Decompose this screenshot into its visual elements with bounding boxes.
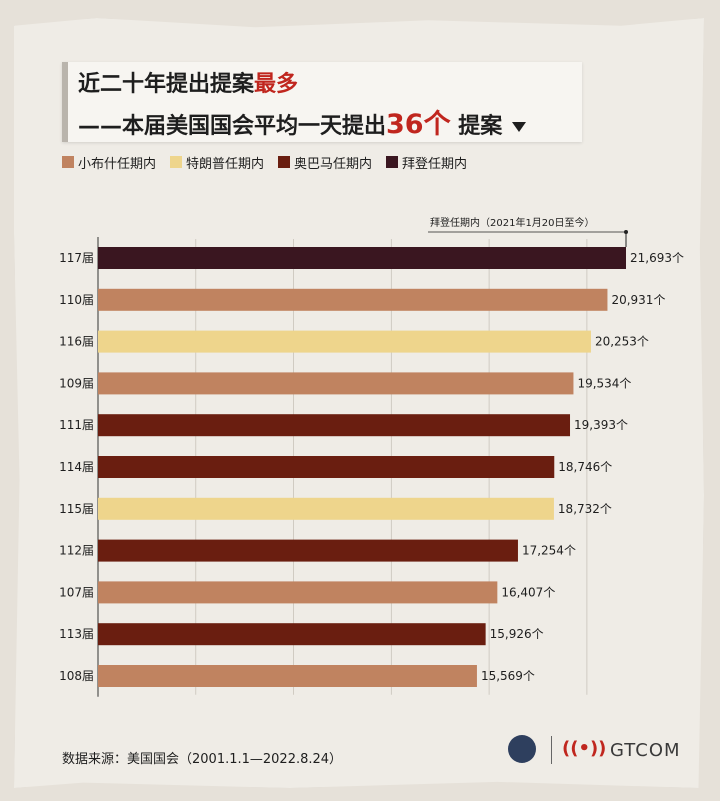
legend-label: 小布什任期内 [78, 156, 157, 172]
gtcom-logo-text: GTCOM [610, 740, 681, 761]
category-label: 117届 [59, 251, 94, 265]
paper-background [14, 18, 704, 788]
category-label: 108届 [59, 669, 94, 683]
title-line-2: ——本届美国国会平均一天提出36个 提案 [78, 102, 527, 141]
category-label: 114届 [59, 460, 94, 474]
biden-term-annotation: 拜登任期内（2021年1月20日至今） [430, 218, 595, 229]
bar [98, 247, 626, 269]
category-label: 112届 [59, 544, 94, 558]
title-line-2-prefix: ——本届美国国会平均一天提出 [78, 114, 387, 139]
value-label: 20,253个 [595, 335, 649, 349]
category-label: 116届 [59, 335, 94, 349]
legend-swatch [170, 156, 183, 168]
category-label: 113届 [59, 627, 94, 641]
value-label: 15,926个 [490, 627, 544, 641]
legend: 小布什任期内 特朗普任期内 奥巴马任期内 拜登任期内 [62, 152, 467, 172]
title-accent-bar [62, 62, 68, 142]
legend-label: 特朗普任期内 [186, 156, 265, 172]
logo-separator [551, 736, 552, 764]
value-label: 18,732个 [558, 502, 612, 516]
legend-swatch [386, 156, 399, 168]
title-line-2-highlight: 36个 [386, 109, 451, 140]
triangle-down-icon [512, 122, 527, 132]
bar [98, 581, 498, 604]
bar [98, 288, 608, 311]
value-label: 19,534个 [577, 376, 631, 390]
data-source: 数据来源：美国国会（2001.1.1—2022.8.24） [62, 752, 343, 767]
annotation-dot [624, 230, 628, 234]
globe-logo-icon [508, 735, 536, 763]
title-line-1-highlight: 最多 [254, 72, 299, 97]
value-label: 20,931个 [611, 293, 665, 307]
legend-item-biden: 拜登任期内 [386, 152, 467, 172]
title-line-1: 近二十年提出提案最多 [78, 66, 298, 98]
value-label: 18,746个 [558, 460, 612, 474]
legend-item-trump: 特朗普任期内 [170, 152, 264, 172]
title-line-2-suffix: 提案 [458, 114, 503, 139]
bar [98, 414, 571, 437]
title-line-1-prefix: 近二十年提出提案 [78, 72, 255, 97]
bar [98, 456, 555, 478]
category-label: 109届 [59, 376, 94, 390]
signal-wave-icon: ((•)) [562, 738, 607, 759]
legend-swatch [62, 156, 74, 168]
legend-item-obama: 奥巴马任期内 [278, 152, 372, 172]
category-label: 110届 [59, 293, 94, 307]
category-label: 107届 [59, 585, 94, 599]
legend-label: 奥巴马任期内 [294, 156, 373, 172]
value-label: 21,693个 [630, 251, 684, 265]
bar [98, 623, 486, 646]
title-panel [62, 62, 582, 142]
bar [98, 497, 554, 520]
bar [98, 372, 574, 395]
value-label: 15,569个 [481, 669, 535, 683]
value-label: 17,254个 [522, 544, 576, 558]
legend-label: 拜登任期内 [402, 156, 468, 172]
value-label: 19,393个 [574, 418, 628, 432]
category-label: 111届 [59, 418, 94, 432]
category-label: 115届 [59, 502, 94, 516]
value-label: 16,407个 [501, 585, 555, 599]
legend-item-bush: 小布什任期内 [62, 152, 156, 172]
bar [98, 330, 591, 353]
bar [98, 665, 477, 687]
legend-swatch [278, 156, 291, 168]
bar [98, 539, 518, 562]
